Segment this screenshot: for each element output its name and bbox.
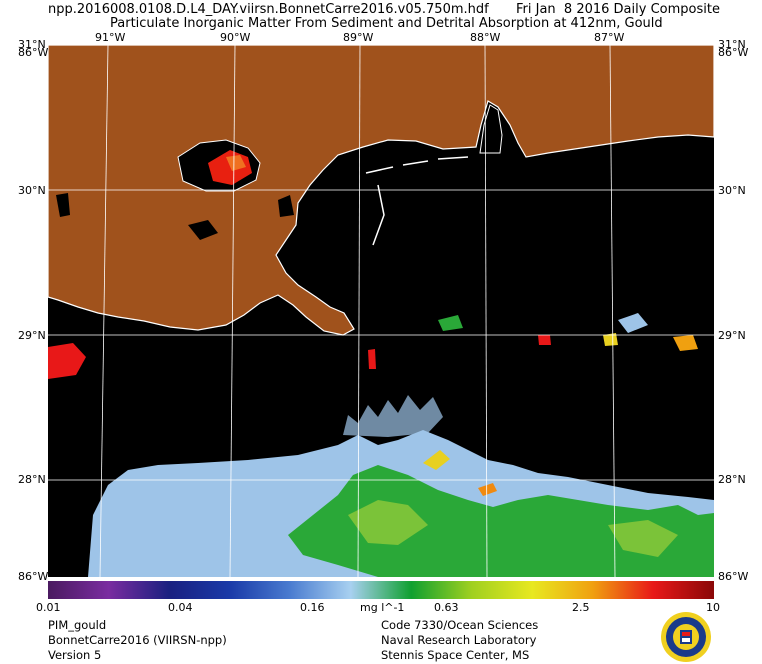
lat-label-28n-left: 28°N [18,473,46,486]
pim-hotspot-29n-5 [618,313,648,333]
colorbar-tick-3: 0.63 [434,601,459,614]
corner-label-top-left-lat: 31°N [18,38,46,51]
lat-label-29n-left: 29°N [18,329,46,342]
footer-version: Version 5 [48,648,102,662]
footer-lab: Naval Research Laboratory [381,633,537,647]
pim-hotspot-29n-4 [438,315,463,331]
lake-small-3 [278,195,294,217]
lake-small-2 [56,193,70,217]
lon-label-87w: 87°W [594,31,625,44]
graticule [48,45,714,577]
land-mass [48,45,714,336]
corner-label-top-right-lat: 31°N [718,38,746,51]
lake-small-1 [188,220,218,240]
lat-label-29n-right: 29°N [718,329,746,342]
pim-hotspot-29n-3 [538,335,551,345]
lon-label-88w: 88°W [470,31,501,44]
colorbar-tick-4: 2.5 [572,601,590,614]
pim-hotspot-29n-2 [603,333,618,346]
composite-date: Fri Jan 8 2016 Daily Composite [516,2,720,17]
colorbar-gradient [48,581,714,599]
footer-dataset: BonnetCarre2016 (VIIRSN-npp) [48,633,227,647]
lon-label-90w: 90°W [220,31,251,44]
lon-label-91w: 91°W [95,31,126,44]
corner-label-bottom-right: 86°W [718,570,749,583]
filename-title: npp.2016008.0108.D.L4_DAY.viirsn.BonnetC… [48,2,489,17]
lon-label-89w: 89°W [343,31,374,44]
pim-hotspot-south-2 [478,483,497,496]
colorbar-tick-2: 0.16 [300,601,325,614]
corner-label-top-right: 86°W [718,46,749,59]
pim-low-streaks [343,395,443,437]
colorbar-tick-5: 10 [706,601,720,614]
corner-label-bottom-left: 86°W [18,570,49,583]
satellite-map [48,45,714,577]
product-title: Particulate Inorganic Matter From Sedime… [110,16,663,31]
nrl-seal-icon [661,612,711,662]
lat-label-28n-right: 28°N [718,473,746,486]
corner-label-top-left: 86°W [18,46,49,59]
pim-hotspot-west [48,343,86,379]
colorbar [48,581,714,599]
footer-location: Stennis Space Center, MS [381,648,530,662]
colorbar-unit: mg l^-1 [360,601,405,614]
pim-hotspot-mid [368,349,376,369]
colorbar-tick-0: 0.01 [36,601,61,614]
lat-label-30n-right: 30°N [718,184,746,197]
footer-product: PIM_gould [48,618,107,632]
pim-hotspot-29n-1 [673,335,698,351]
lake-hotspot-core [226,155,246,171]
lat-label-30n-left: 30°N [18,184,46,197]
pim-medium-region [288,465,714,577]
barrier-islands [365,156,469,246]
colorbar-tick-1: 0.04 [168,601,193,614]
footer-code: Code 7330/Ocean Sciences [381,618,539,632]
pim-green-yellow [348,500,678,557]
pim-hotspot-south-1 [423,450,450,470]
